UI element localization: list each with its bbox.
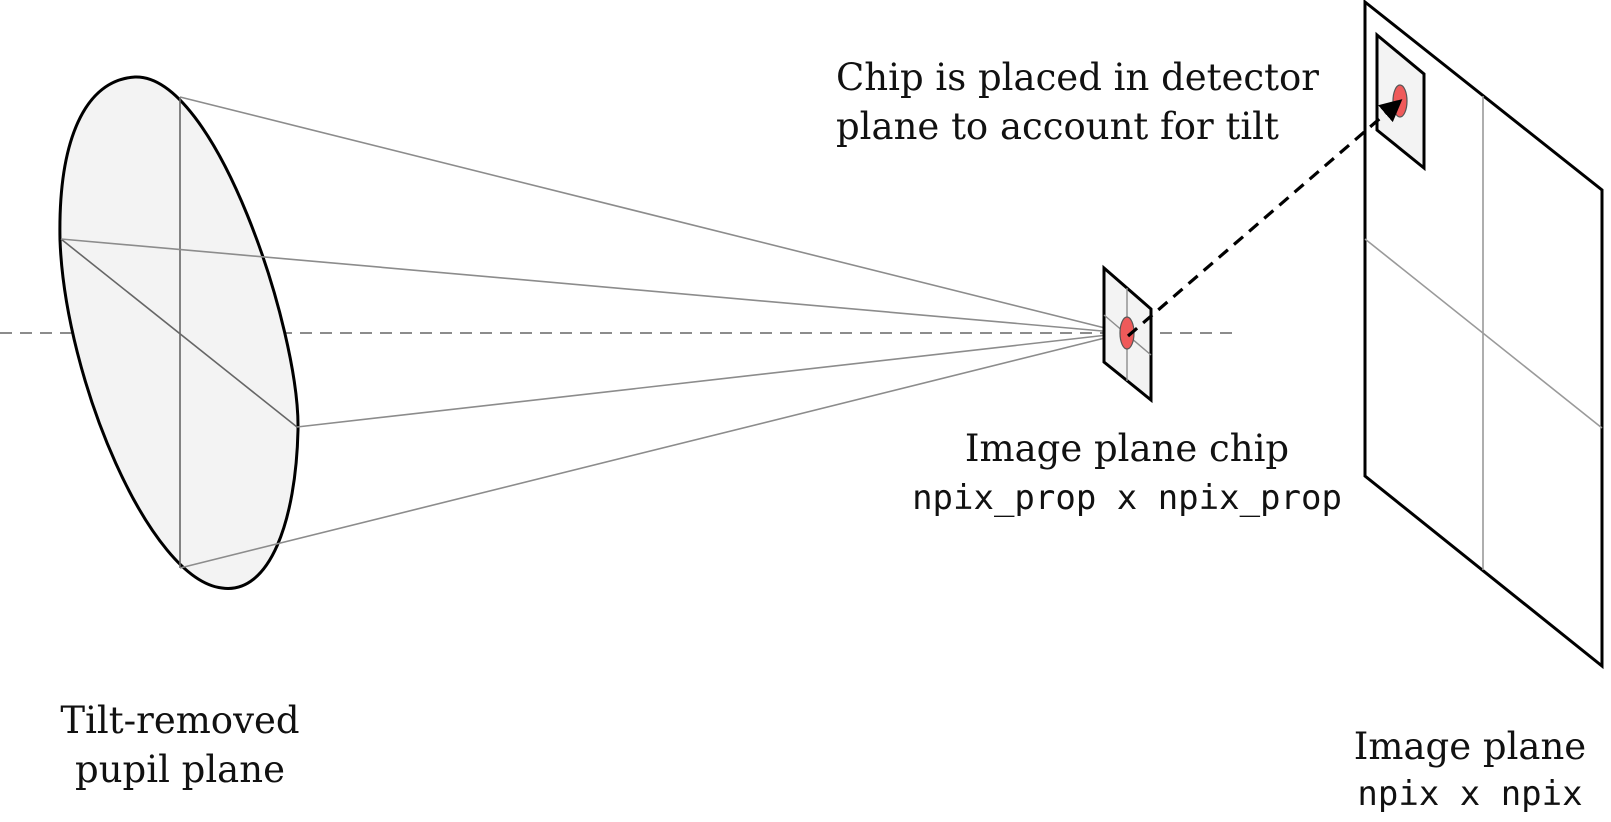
ray-left	[60, 238, 1126, 334]
chip-size-label: npix_prop x npix_prop	[912, 478, 1342, 518]
image-plane-title: Image plane	[1353, 725, 1587, 768]
ray-bottom	[179, 332, 1126, 569]
ray-right	[296, 332, 1126, 428]
image-plane-size-label: npix x npix	[1357, 774, 1583, 814]
chip-note-line2: plane to account for tilt	[836, 105, 1279, 148]
image-plane	[1363, 0, 1604, 670]
chip-title: Image plane chip	[964, 427, 1290, 470]
pupil-label-line2: pupil plane	[75, 748, 285, 791]
pupil-diagonal-axis	[60, 238, 298, 428]
pupil-label-line1: Tilt-removed	[60, 699, 300, 742]
ray-top	[179, 96, 1126, 334]
ray-bundle	[60, 96, 1126, 569]
image-plane-diagonal-axis	[1364, 238, 1603, 429]
image-plane-chip	[1102, 264, 1153, 404]
chip-psf-spot	[1119, 316, 1135, 350]
pupil-plane	[58, 75, 300, 590]
placed-chip-psf-spot	[1392, 84, 1408, 118]
chip-note-line1: Chip is placed in detector	[836, 56, 1319, 99]
